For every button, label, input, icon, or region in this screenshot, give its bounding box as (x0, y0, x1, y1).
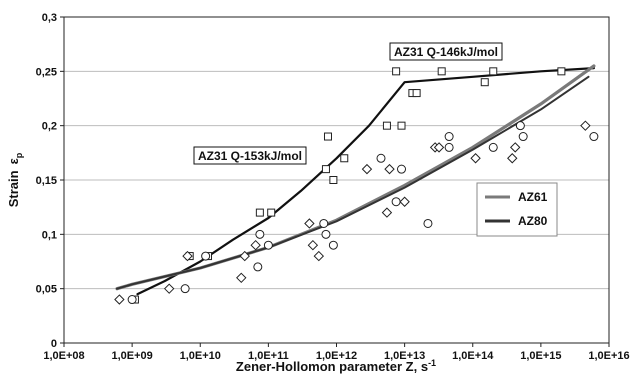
circle-marker (518, 132, 528, 142)
circle-marker (397, 164, 407, 174)
x-axis-title: Zener-Hollomon parameter Z, s-1 (236, 358, 436, 374)
y-axis-title: Strainεp (6, 152, 24, 207)
x-tick-label: 1,0E+11 (248, 350, 289, 362)
square-marker (480, 78, 489, 87)
circle-marker (127, 295, 137, 305)
x-tick-label: 1,0E+15 (520, 350, 561, 362)
x-tick-label: 1,0E+14 (452, 350, 494, 362)
legend-az61-label: AZ61 (518, 190, 548, 204)
square-marker (489, 67, 498, 76)
square-marker (437, 67, 446, 76)
diamond-marker (304, 218, 315, 229)
circle-marker (201, 251, 211, 261)
legend-az80-label: AZ80 (518, 214, 548, 228)
x-tick-label: 1,0E+12 (316, 350, 357, 362)
y-tick-label: 0,05 (36, 284, 57, 296)
square-marker (397, 121, 406, 130)
square-marker (329, 176, 338, 184)
diamond-marker (381, 207, 393, 218)
square-marker (382, 121, 391, 130)
circle-marker (589, 132, 599, 142)
circle-marker (488, 142, 498, 152)
diamond-marker (399, 196, 410, 207)
data-points (114, 67, 599, 305)
x-tick-label: 1,0E+09 (111, 350, 152, 362)
square-marker (323, 132, 332, 141)
diamond-marker (580, 120, 591, 131)
diamond-marker (182, 250, 193, 262)
circle-marker (180, 284, 190, 294)
circle-marker (321, 229, 331, 239)
circle-marker (444, 132, 454, 142)
circle-marker (253, 262, 263, 272)
diamond-marker (163, 283, 175, 294)
diamond-marker (250, 239, 261, 251)
x-tick-label: 1,0E+16 (588, 350, 629, 362)
square-marker (392, 67, 401, 76)
diamond-marker (433, 142, 445, 153)
diamond-marker (114, 294, 125, 305)
circle-marker (255, 229, 265, 239)
circle-marker (376, 153, 386, 163)
circle-marker (263, 240, 273, 250)
y-tick-label: 0,25 (36, 66, 57, 78)
circle-marker (515, 121, 525, 131)
annotation-az31-153-text: AZ31 Q-153kJ/mol (198, 149, 302, 163)
circle-marker (423, 218, 433, 228)
diamond-marker (507, 153, 518, 164)
circle-marker (444, 142, 454, 152)
diamond-marker (470, 153, 481, 164)
diamond-marker (307, 239, 319, 251)
square-marker (267, 208, 276, 217)
annotation-az31-146: AZ31 Q-146kJ/mol (389, 42, 503, 61)
diamond-marker (384, 163, 395, 175)
annotation-az31-146-text: AZ31 Q-146kJ/mol (394, 45, 498, 59)
y-tick-label: 0,1 (42, 229, 57, 241)
y-tick-label: 0 (51, 338, 57, 350)
diamond-marker (239, 250, 250, 262)
square-marker (255, 208, 264, 217)
square-marker (412, 89, 421, 98)
diamond-marker (361, 163, 373, 175)
square-marker (340, 154, 349, 163)
y-tick-label: 0,3 (42, 12, 57, 24)
circle-marker (328, 240, 338, 250)
x-tick-label: 1,0E+08 (43, 350, 84, 362)
annotation-az31-153: AZ31 Q-153kJ/mol (193, 146, 307, 165)
circle-marker (319, 218, 329, 228)
diamond-marker (236, 272, 247, 284)
diamond-marker (510, 142, 521, 153)
x-tick-label: 1,0E+13 (384, 350, 425, 362)
legend: AZ61 AZ80 (476, 182, 558, 237)
square-marker (321, 165, 330, 174)
circle-marker (391, 197, 401, 207)
y-axis-ticks: 0 0,05 0,1 0,15 0,2 0,25 0,3 (36, 12, 64, 350)
x-tick-label: 1,0E+10 (180, 350, 221, 362)
square-marker (557, 67, 566, 76)
fit-curve-1 (136, 66, 596, 296)
y-tick-label: 0,2 (42, 121, 57, 133)
x-axis-ticks: 1,0E+08 1,0E+09 1,0E+10 1,0E+11 1,0E+12 1,0E+… (43, 343, 630, 362)
diamond-marker (313, 250, 325, 262)
y-tick-label: 0,15 (36, 175, 57, 187)
